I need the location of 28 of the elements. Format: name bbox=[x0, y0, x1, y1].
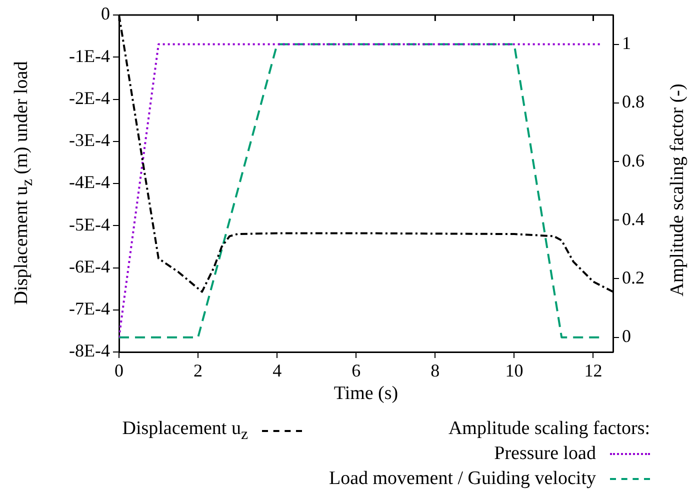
y-tick-label: -2E-4 bbox=[69, 88, 110, 108]
x-axis-title: Time (s) bbox=[334, 383, 398, 405]
y-tick-label: -5E-4 bbox=[69, 214, 110, 234]
y2-tick-label: 1 bbox=[622, 33, 631, 54]
y2-tick-label: 0 bbox=[622, 326, 631, 346]
y-tick-label: -4E-4 bbox=[69, 172, 110, 192]
y-tick-label: -1E-4 bbox=[69, 46, 110, 66]
y2-axis-title: Amplitude scaling factor (-) bbox=[667, 84, 689, 296]
y2-tick-label: 0.8 bbox=[622, 92, 644, 112]
x-tick-label: 12 bbox=[584, 360, 602, 381]
y-tick-label: -6E-4 bbox=[69, 256, 110, 276]
x-tick-label: 10 bbox=[505, 360, 524, 381]
y-tick-label: -3E-4 bbox=[69, 130, 110, 150]
y-tick-label: 0 bbox=[101, 4, 110, 24]
y-tick-label: -8E-4 bbox=[69, 340, 110, 361]
x-tick-label: 8 bbox=[430, 360, 440, 381]
y2-tick-label: 0.2 bbox=[622, 267, 644, 288]
y2-tick-label: 0.4 bbox=[622, 208, 644, 229]
x-tick-label: 2 bbox=[194, 360, 203, 381]
legend-label: Displacement u$_{z}$ bbox=[122, 418, 248, 444]
y2-tick-label: 0.6 bbox=[622, 150, 644, 170]
legend-label: Load movement / Guiding velocity bbox=[328, 468, 596, 490]
x-tick-label: 6 bbox=[352, 360, 361, 381]
legend-title: Amplitude scaling factors: bbox=[448, 418, 650, 440]
y-tick-label: -7E-4 bbox=[69, 298, 110, 319]
x-tick-label: 4 bbox=[272, 360, 282, 381]
legend-label: Pressure load bbox=[494, 443, 596, 465]
x-tick-label: 0 bbox=[114, 360, 124, 381]
